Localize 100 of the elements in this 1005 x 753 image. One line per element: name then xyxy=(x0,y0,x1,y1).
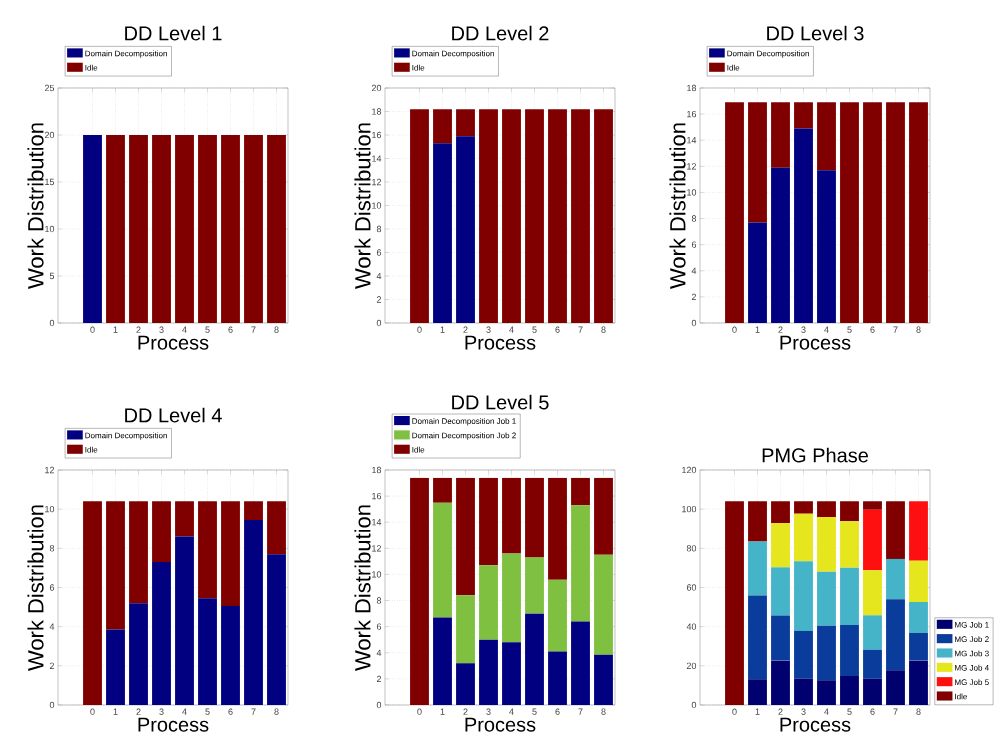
x-tick-label: 1 xyxy=(113,708,118,715)
y-tick-label: 2 xyxy=(49,662,55,669)
bar xyxy=(175,536,194,705)
chart-title: DD Level 5 xyxy=(452,394,549,410)
bar xyxy=(817,516,836,572)
y-axis-title: Work Distribution xyxy=(354,123,371,289)
bar xyxy=(410,109,429,323)
bar xyxy=(456,136,475,323)
bar xyxy=(502,477,521,554)
bar xyxy=(886,102,905,323)
x-tick-label: 3 xyxy=(486,326,491,333)
legend-label: Idle xyxy=(85,64,98,71)
x-tick-label: 8 xyxy=(916,326,921,333)
y-tick-label: 4 xyxy=(376,649,382,656)
x-tick-label: 6 xyxy=(870,326,875,333)
y-tick-label: 8 xyxy=(691,215,697,222)
bar xyxy=(725,501,744,705)
x-tick-label: 1 xyxy=(755,708,760,715)
x-tick-label: 6 xyxy=(555,326,560,333)
x-tick-label: 4 xyxy=(824,326,829,333)
y-tick-label: 10 xyxy=(372,571,382,578)
x-tick-label: 0 xyxy=(90,708,95,715)
bar xyxy=(106,501,125,630)
bar xyxy=(794,501,813,514)
y-tick-label: 18 xyxy=(372,466,382,474)
bar xyxy=(748,222,767,323)
bar xyxy=(909,102,928,323)
bar xyxy=(840,567,859,625)
bar xyxy=(571,477,590,506)
bar xyxy=(129,501,148,604)
bar xyxy=(594,654,613,705)
bar xyxy=(840,676,859,705)
bar xyxy=(909,501,928,561)
bar xyxy=(794,630,813,679)
y-tick-label: 15 xyxy=(45,178,55,186)
x-tick-label: 7 xyxy=(893,708,898,715)
y-tick-label: 0 xyxy=(49,319,55,327)
x-tick-label: 5 xyxy=(847,326,852,333)
x-tick-label: 8 xyxy=(274,326,279,333)
bar xyxy=(571,109,590,323)
y-tick-label: 12 xyxy=(372,178,382,186)
x-tick-label: 3 xyxy=(159,326,164,333)
bar xyxy=(479,639,498,705)
x-tick-label: 3 xyxy=(159,708,164,715)
x-tick-label: 2 xyxy=(463,326,468,333)
y-tick-label: 10 xyxy=(372,202,382,209)
bar xyxy=(152,562,171,705)
x-tick-label: 6 xyxy=(228,708,233,715)
y-tick-label: 10 xyxy=(687,189,697,196)
x-tick-label: 7 xyxy=(251,326,256,333)
bar xyxy=(748,541,767,596)
y-tick-label: 10 xyxy=(45,505,55,513)
bar xyxy=(83,501,102,705)
bar xyxy=(863,649,882,679)
y-tick-label: 16 xyxy=(687,110,697,118)
y-tick-label: 20 xyxy=(686,662,697,670)
bar xyxy=(748,679,767,705)
bar xyxy=(525,109,544,323)
bar xyxy=(479,477,498,566)
chart-title: DD Level 2 xyxy=(452,25,549,41)
bar xyxy=(221,606,240,705)
bar xyxy=(502,553,521,643)
x-axis-title: Process xyxy=(780,335,851,350)
bar xyxy=(863,570,882,616)
y-tick-label: 80 xyxy=(686,545,697,552)
bar xyxy=(548,651,567,705)
y-tick-label: 4 xyxy=(691,267,697,274)
y-tick-label: 0 xyxy=(49,701,55,709)
x-tick-label: 4 xyxy=(824,708,829,715)
x-tick-label: 5 xyxy=(205,708,210,715)
x-tick-label: 2 xyxy=(778,326,783,333)
x-tick-label: 1 xyxy=(440,326,445,333)
x-axis-title: Process xyxy=(465,335,536,350)
legend-label: Domain Decomposition xyxy=(412,50,494,58)
y-axis-title: Work Distribution xyxy=(669,123,686,289)
y-tick-label: 6 xyxy=(49,584,55,591)
bar xyxy=(817,625,836,681)
bar xyxy=(244,519,263,705)
y-tick-label: 0 xyxy=(691,701,697,709)
x-tick-label: 2 xyxy=(778,708,783,715)
y-tick-label: 2 xyxy=(376,296,382,303)
y-tick-label: 12 xyxy=(372,545,382,552)
x-tick-label: 3 xyxy=(486,708,491,715)
bar xyxy=(794,678,813,705)
bar xyxy=(771,167,790,323)
x-tick-label: 4 xyxy=(182,708,187,715)
y-tick-label: 14 xyxy=(372,155,382,162)
x-tick-label: 5 xyxy=(532,708,537,715)
legend-label: MG Job 3 xyxy=(955,650,989,657)
x-tick-label: 1 xyxy=(755,326,760,333)
chart-title: PMG Phase xyxy=(762,447,868,463)
chart-title: DD Level 4 xyxy=(125,407,222,423)
bar xyxy=(244,501,263,520)
y-tick-label: 20 xyxy=(44,131,55,139)
x-tick-label: 6 xyxy=(228,326,233,333)
bar xyxy=(794,513,813,562)
bar xyxy=(502,109,521,323)
y-tick-label: 18 xyxy=(687,84,697,92)
bar xyxy=(433,143,452,323)
x-tick-label: 7 xyxy=(578,326,583,333)
